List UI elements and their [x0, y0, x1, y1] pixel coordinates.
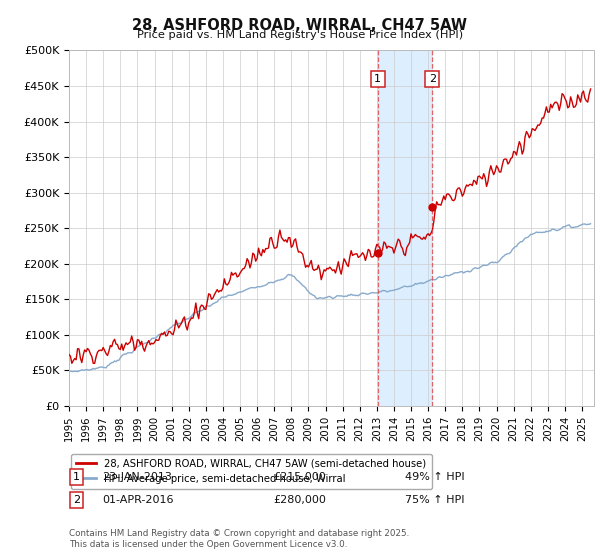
Text: £215,000: £215,000: [273, 472, 326, 482]
Text: 01-APR-2016: 01-APR-2016: [102, 495, 173, 505]
Text: 28, ASHFORD ROAD, WIRRAL, CH47 5AW: 28, ASHFORD ROAD, WIRRAL, CH47 5AW: [133, 18, 467, 33]
Text: 1: 1: [374, 74, 381, 84]
Legend: 28, ASHFORD ROAD, WIRRAL, CH47 5AW (semi-detached house), HPI: Average price, se: 28, ASHFORD ROAD, WIRRAL, CH47 5AW (semi…: [71, 454, 431, 489]
Text: 49% ↑ HPI: 49% ↑ HPI: [405, 472, 464, 482]
Text: 1: 1: [73, 472, 80, 482]
Text: 23-JAN-2013: 23-JAN-2013: [102, 472, 172, 482]
Bar: [377, 50, 433, 406]
Text: Contains HM Land Registry data © Crown copyright and database right 2025.
This d: Contains HM Land Registry data © Crown c…: [69, 529, 409, 549]
Text: 2: 2: [429, 74, 436, 84]
Text: Price paid vs. HM Land Registry's House Price Index (HPI): Price paid vs. HM Land Registry's House …: [137, 30, 463, 40]
Text: 2: 2: [73, 495, 80, 505]
Text: 75% ↑ HPI: 75% ↑ HPI: [405, 495, 464, 505]
Text: £280,000: £280,000: [273, 495, 326, 505]
